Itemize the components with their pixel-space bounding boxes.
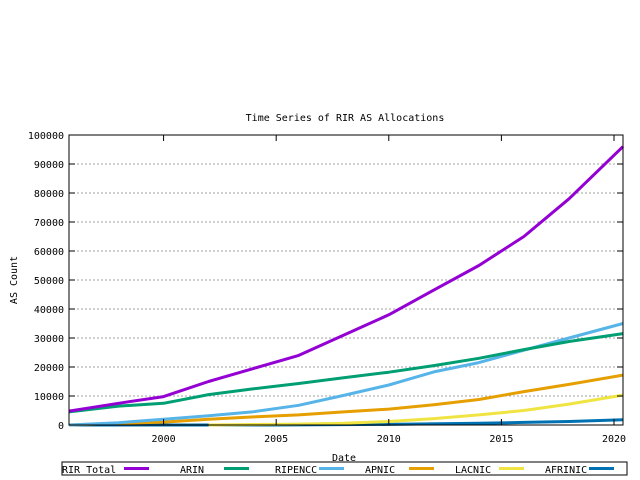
y-tick-label: 10000 — [34, 392, 64, 403]
x-tick-label: 2000 — [152, 434, 176, 445]
legend-item: ARIN — [180, 465, 249, 476]
legend-item: RIR Total — [62, 465, 149, 476]
legend-box — [61, 461, 628, 476]
legend-item: APNIC — [365, 465, 434, 476]
series-line-arin — [68, 332, 624, 414]
y-tick-label: 20000 — [34, 363, 64, 374]
legend-label: AFRINIC — [545, 465, 587, 476]
y-axis-label: AS Count — [9, 256, 20, 304]
x-tick-label: 2020 — [602, 434, 626, 445]
y-tick-label: 90000 — [34, 160, 64, 171]
legend-label: RIPENCC — [275, 465, 317, 476]
axis-ticks: 0 10000 20000 30000 40000 50000 60000 70000 8000… — [28, 131, 626, 445]
y-tick-label: 40000 — [34, 305, 64, 316]
series-line-rir-total — [68, 145, 625, 413]
x-axis-label: Date — [332, 453, 356, 464]
legend-label: LACNIC — [455, 465, 491, 476]
legend-item: AFRINIC — [545, 465, 614, 476]
y-tick-label: 30000 — [34, 334, 64, 345]
legend-item: RIPENCC — [275, 465, 344, 476]
legend-item: LACNIC — [455, 465, 524, 476]
series-line-lacnic — [208, 393, 624, 427]
series-line-ripencc — [68, 322, 624, 427]
y-tick-label: 60000 — [34, 247, 64, 258]
x-tick-label: 2005 — [264, 434, 288, 445]
chart-title: Time Series of RIR AS Allocations — [246, 113, 445, 124]
legend: RIR Total ARIN RIPENCC APNIC LACNIC AFRINIC — [62, 465, 614, 476]
x-tick-label: 2010 — [377, 434, 401, 445]
legend-label: APNIC — [365, 465, 395, 476]
legend-label: ARIN — [180, 465, 204, 476]
x-tick-label: 2015 — [489, 434, 513, 445]
y-tick-label: 80000 — [34, 189, 64, 200]
y-tick-label: 0 — [58, 421, 64, 432]
y-tick-label: 100000 — [28, 131, 64, 142]
y-tick-label: 70000 — [34, 218, 64, 229]
grid — [69, 163, 623, 397]
series-line-apnic — [68, 373, 624, 427]
y-tick-label: 50000 — [34, 276, 64, 287]
series-lines — [68, 145, 625, 427]
legend-label: RIR Total — [62, 465, 116, 476]
